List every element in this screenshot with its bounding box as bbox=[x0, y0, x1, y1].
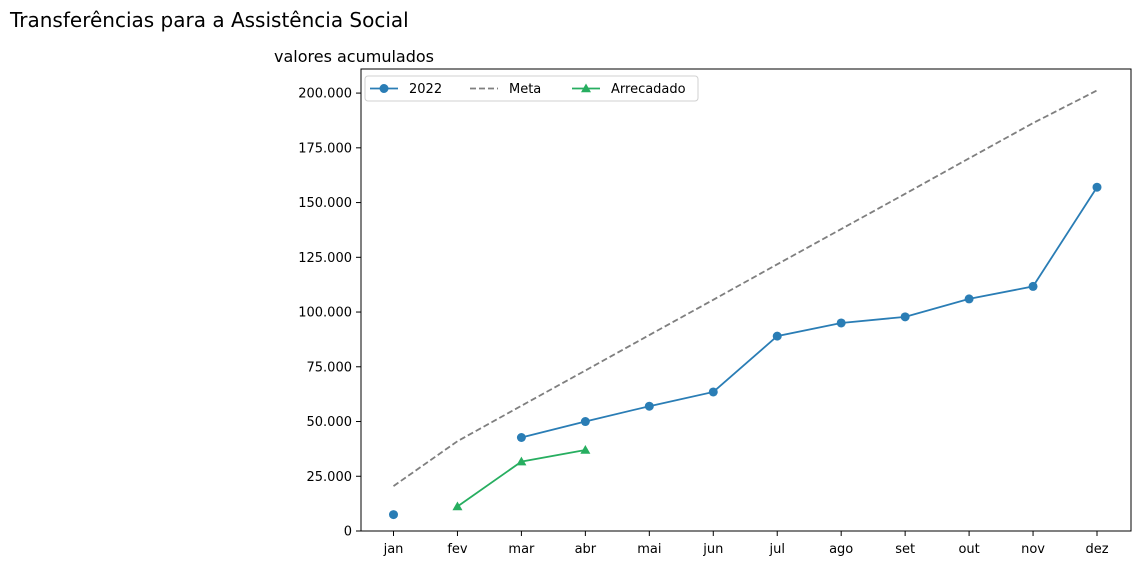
x-tick-label-ago: ago bbox=[829, 542, 853, 557]
series-arrecadado bbox=[452, 444, 591, 511]
y-tick-label-8: 200.000 bbox=[298, 87, 352, 102]
point-2022-jan bbox=[389, 510, 398, 520]
point-2022-set bbox=[900, 312, 910, 322]
y-axis: 0 25.000 50.000 75.000 100.000 125.000 150.000… bbox=[298, 87, 361, 540]
series-2022 bbox=[389, 182, 1102, 520]
legend: 2022 Meta Arrecadado bbox=[364, 75, 699, 102]
chart-title: valores acumulados bbox=[274, 47, 434, 66]
y-tick-label-5: 125.000 bbox=[298, 251, 352, 266]
x-tick-label-dez: dez bbox=[1085, 542, 1108, 557]
point-2022-dez bbox=[1092, 182, 1102, 192]
x-tick-label-set: set bbox=[895, 542, 915, 557]
point-2022-out bbox=[964, 294, 974, 304]
legend-box bbox=[364, 75, 699, 102]
series-layer bbox=[389, 89, 1102, 520]
plot-frame bbox=[360, 68, 1132, 532]
point-2022-nov bbox=[1028, 281, 1038, 291]
y-tick-label-7: 175.000 bbox=[298, 141, 352, 156]
series-line-2022-1 bbox=[521, 186, 1098, 439]
legend-label-2022: 2022 bbox=[409, 82, 442, 97]
point-2022-jun bbox=[708, 387, 718, 397]
x-tick-label-abr: abr bbox=[575, 542, 597, 557]
series-meta bbox=[392, 89, 1098, 487]
legend-entry-meta: Meta bbox=[470, 82, 541, 97]
x-tick-label-jul: jul bbox=[768, 542, 784, 557]
x-tick-label-jan: jan bbox=[383, 542, 404, 557]
x-axis: jan fev mar abr mai jun jul ago set out nov dez bbox=[383, 531, 1109, 557]
x-tick-label-nov: nov bbox=[1021, 542, 1045, 557]
legend-entry-2022: 2022 bbox=[370, 82, 442, 97]
legend-label-arrecadado: Arrecadado bbox=[611, 82, 686, 97]
point-2022-abr bbox=[580, 417, 590, 427]
y-tick-label-3: 75.000 bbox=[307, 360, 353, 375]
y-tick-label-1: 25.000 bbox=[307, 470, 353, 485]
x-tick-label-out: out bbox=[958, 542, 979, 557]
x-tick-label-mar: mar bbox=[508, 542, 535, 557]
legend-marker-2022 bbox=[379, 84, 389, 93]
point-arrecadado-fev bbox=[452, 501, 463, 511]
y-tick-label-4: 100.000 bbox=[298, 306, 352, 321]
point-2022-ago bbox=[836, 318, 846, 328]
x-tick-label-fev: fev bbox=[447, 542, 468, 557]
y-tick-label-2: 50.000 bbox=[307, 415, 353, 430]
figure-title: Transferências para a Assistência Social bbox=[9, 8, 409, 32]
point-2022-mai bbox=[644, 401, 654, 411]
y-tick-label-6: 150.000 bbox=[298, 196, 352, 211]
point-arrecadado-mar bbox=[516, 456, 527, 466]
point-arrecadado-abr bbox=[580, 444, 591, 454]
point-2022-jul bbox=[772, 331, 782, 341]
x-tick-label-mai: mai bbox=[637, 542, 661, 557]
x-tick-label-jun: jun bbox=[702, 542, 723, 557]
point-2022-mar bbox=[516, 433, 526, 443]
legend-label-meta: Meta bbox=[509, 82, 541, 97]
y-tick-label-0: 0 bbox=[344, 525, 352, 540]
legend-entry-arrecadado: Arrecadado bbox=[572, 82, 686, 97]
series-line-meta-0 bbox=[392, 89, 1098, 487]
legend-marker-arrecadado bbox=[581, 83, 591, 93]
